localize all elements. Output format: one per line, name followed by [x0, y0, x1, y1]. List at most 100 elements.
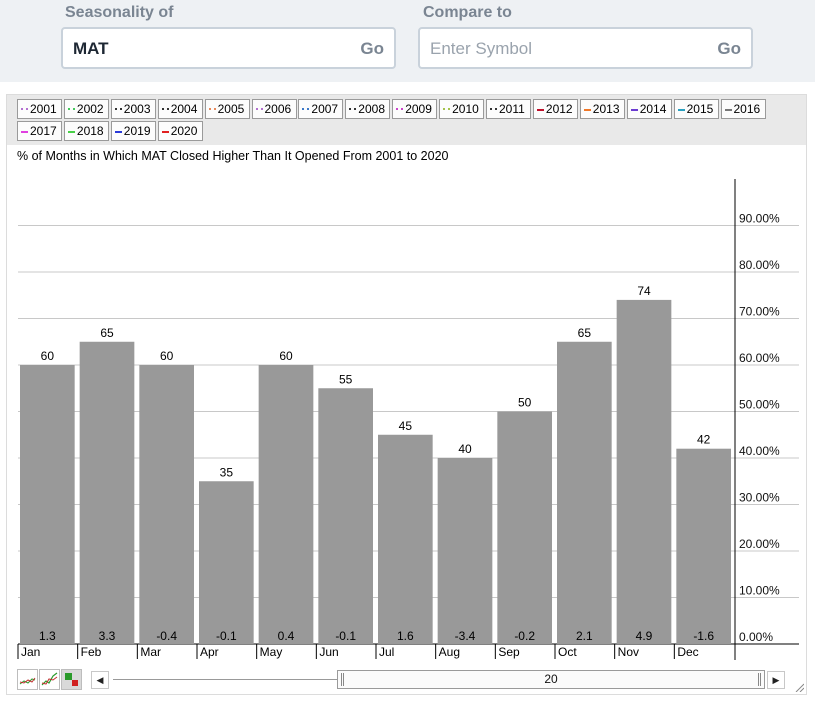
avg-change-label: -0.1: [335, 629, 356, 643]
legend-item-2016[interactable]: 2016: [720, 99, 766, 119]
bar-nov: [616, 299, 672, 644]
bar-chart: 0.00% 10.00% 20.00% 30.00% 40.00% 50.00% 60.00…: [17, 179, 799, 660]
legend-swatch: [21, 108, 28, 110]
y-tick-label: 10.00%: [739, 584, 780, 598]
y-tick-label: 20.00%: [739, 537, 780, 551]
multi-line-view-button[interactable]: [39, 669, 60, 690]
legend-item-2020[interactable]: 2020: [157, 121, 203, 141]
legend-item-2014[interactable]: 2014: [626, 99, 672, 119]
bar-value-label: 65: [578, 326, 592, 340]
legend-swatch: [21, 131, 28, 133]
bar-value-label: 42: [697, 433, 711, 447]
legend-item-2009[interactable]: 2009: [392, 99, 438, 119]
legend-label: 2014: [639, 102, 667, 116]
avg-change-label: -0.1: [216, 629, 237, 643]
legend-item-2004[interactable]: 2004: [157, 99, 203, 119]
bar-value-label: 65: [100, 326, 114, 340]
trend-chart-icon: [41, 672, 58, 686]
legend-swatch: [67, 108, 75, 110]
y-tick-label: 30.00%: [739, 491, 780, 505]
bar-feb: [79, 341, 135, 644]
legend-item-2012[interactable]: 2012: [532, 99, 578, 119]
legend-swatch: [114, 108, 122, 110]
legend-item-2003[interactable]: 2003: [110, 99, 156, 119]
legend-label: 2006: [264, 102, 292, 116]
legend-swatch: [114, 131, 122, 133]
bar-value-label: 45: [399, 419, 413, 433]
bar-jul: [378, 434, 433, 644]
legend-item-2017[interactable]: 2017: [17, 121, 62, 141]
legend-label: 2012: [545, 102, 573, 116]
x-tick-label: Jul: [379, 645, 394, 659]
bar-dec: [676, 448, 731, 644]
avg-change-label: -0.4: [156, 629, 177, 643]
symbol-input[interactable]: [73, 37, 333, 61]
legend-label: 2013: [592, 102, 620, 116]
y-tick-label: 80.00%: [739, 258, 780, 272]
legend-item-2008[interactable]: 2008: [345, 99, 391, 119]
legend-item-2019[interactable]: 2019: [110, 121, 156, 141]
avg-change-label: 2.1: [576, 629, 593, 643]
compare-symbol-input[interactable]: [430, 37, 690, 61]
legend-label: 2015: [686, 102, 714, 116]
slider-track[interactable]: [113, 679, 339, 680]
legend-item-2002[interactable]: 2002: [63, 99, 109, 119]
bar-sep: [497, 411, 552, 644]
compare-label: Compare to: [423, 4, 512, 21]
legend-item-2007[interactable]: 2007: [298, 99, 344, 119]
legend-item-2013[interactable]: 2013: [579, 99, 625, 119]
legend-item-2006[interactable]: 2006: [251, 99, 297, 119]
legend-label: 2016: [733, 102, 761, 116]
legend-label: 2002: [76, 102, 104, 116]
legend-label: 2008: [358, 102, 385, 116]
legend-item-2018[interactable]: 2018: [63, 121, 109, 141]
chart-controls: ◀ 20 ▶: [7, 665, 806, 694]
compare-field[interactable]: Go: [418, 27, 753, 69]
legend-item-2011[interactable]: 2011: [486, 99, 531, 119]
x-tick-label: Aug: [439, 645, 460, 659]
x-tick-label: May: [260, 645, 283, 659]
legend-item-2005[interactable]: 2005: [204, 99, 250, 119]
legend-swatch: [67, 131, 75, 133]
slider-right-grip[interactable]: [758, 673, 761, 686]
go-button[interactable]: Go: [360, 39, 384, 58]
year-range-slider[interactable]: 20: [337, 670, 765, 689]
legend-item-2010[interactable]: 2010: [439, 99, 485, 119]
legend-swatch: [583, 109, 591, 111]
avg-change-label: 1.3: [39, 629, 56, 643]
legend-label: 2007: [311, 102, 339, 116]
legend-label: 2004: [170, 102, 198, 116]
legend-item-2015[interactable]: 2015: [673, 99, 719, 119]
compare-go-button[interactable]: Go: [717, 39, 741, 58]
y-tick-label: 0.00%: [739, 630, 773, 644]
avg-change-label: 3.3: [99, 629, 116, 643]
y-tick-label: 50.00%: [739, 398, 780, 412]
x-tick-label: Dec: [677, 645, 698, 659]
resize-grip-icon[interactable]: [795, 683, 804, 692]
slider-prev-button[interactable]: ◀: [91, 671, 109, 689]
y-tick-label: 90.00%: [739, 212, 780, 226]
avg-change-label: 1.6: [397, 629, 414, 643]
legend-swatch: [349, 108, 357, 110]
slider-left-grip[interactable]: [341, 673, 344, 686]
legend-label: 2001: [30, 102, 57, 116]
symbol-field[interactable]: Go: [61, 27, 396, 69]
avg-change-label: -1.6: [693, 629, 714, 643]
line-chart-icon: [19, 677, 36, 685]
legend-label: 2003: [123, 102, 151, 116]
search-bar: Seasonality of Go Compare to Go: [0, 0, 815, 82]
legend-swatch: [208, 108, 216, 110]
bar-chart-view-button[interactable]: [61, 669, 82, 690]
legend-swatch: [255, 108, 263, 110]
bar-jun: [318, 388, 373, 644]
line-chart-view-button[interactable]: [17, 669, 38, 690]
avg-change-label: -0.2: [514, 629, 535, 643]
legend-item-2001[interactable]: 2001: [17, 99, 62, 119]
bar-oct: [557, 341, 612, 644]
x-tick-label: Feb: [81, 645, 102, 659]
slider-next-button[interactable]: ▶: [767, 671, 785, 689]
bar-value-label: 35: [220, 465, 234, 479]
x-tick-label: Nov: [618, 645, 639, 659]
legend-swatch: [724, 109, 732, 111]
bar-value-label: 74: [637, 284, 651, 298]
